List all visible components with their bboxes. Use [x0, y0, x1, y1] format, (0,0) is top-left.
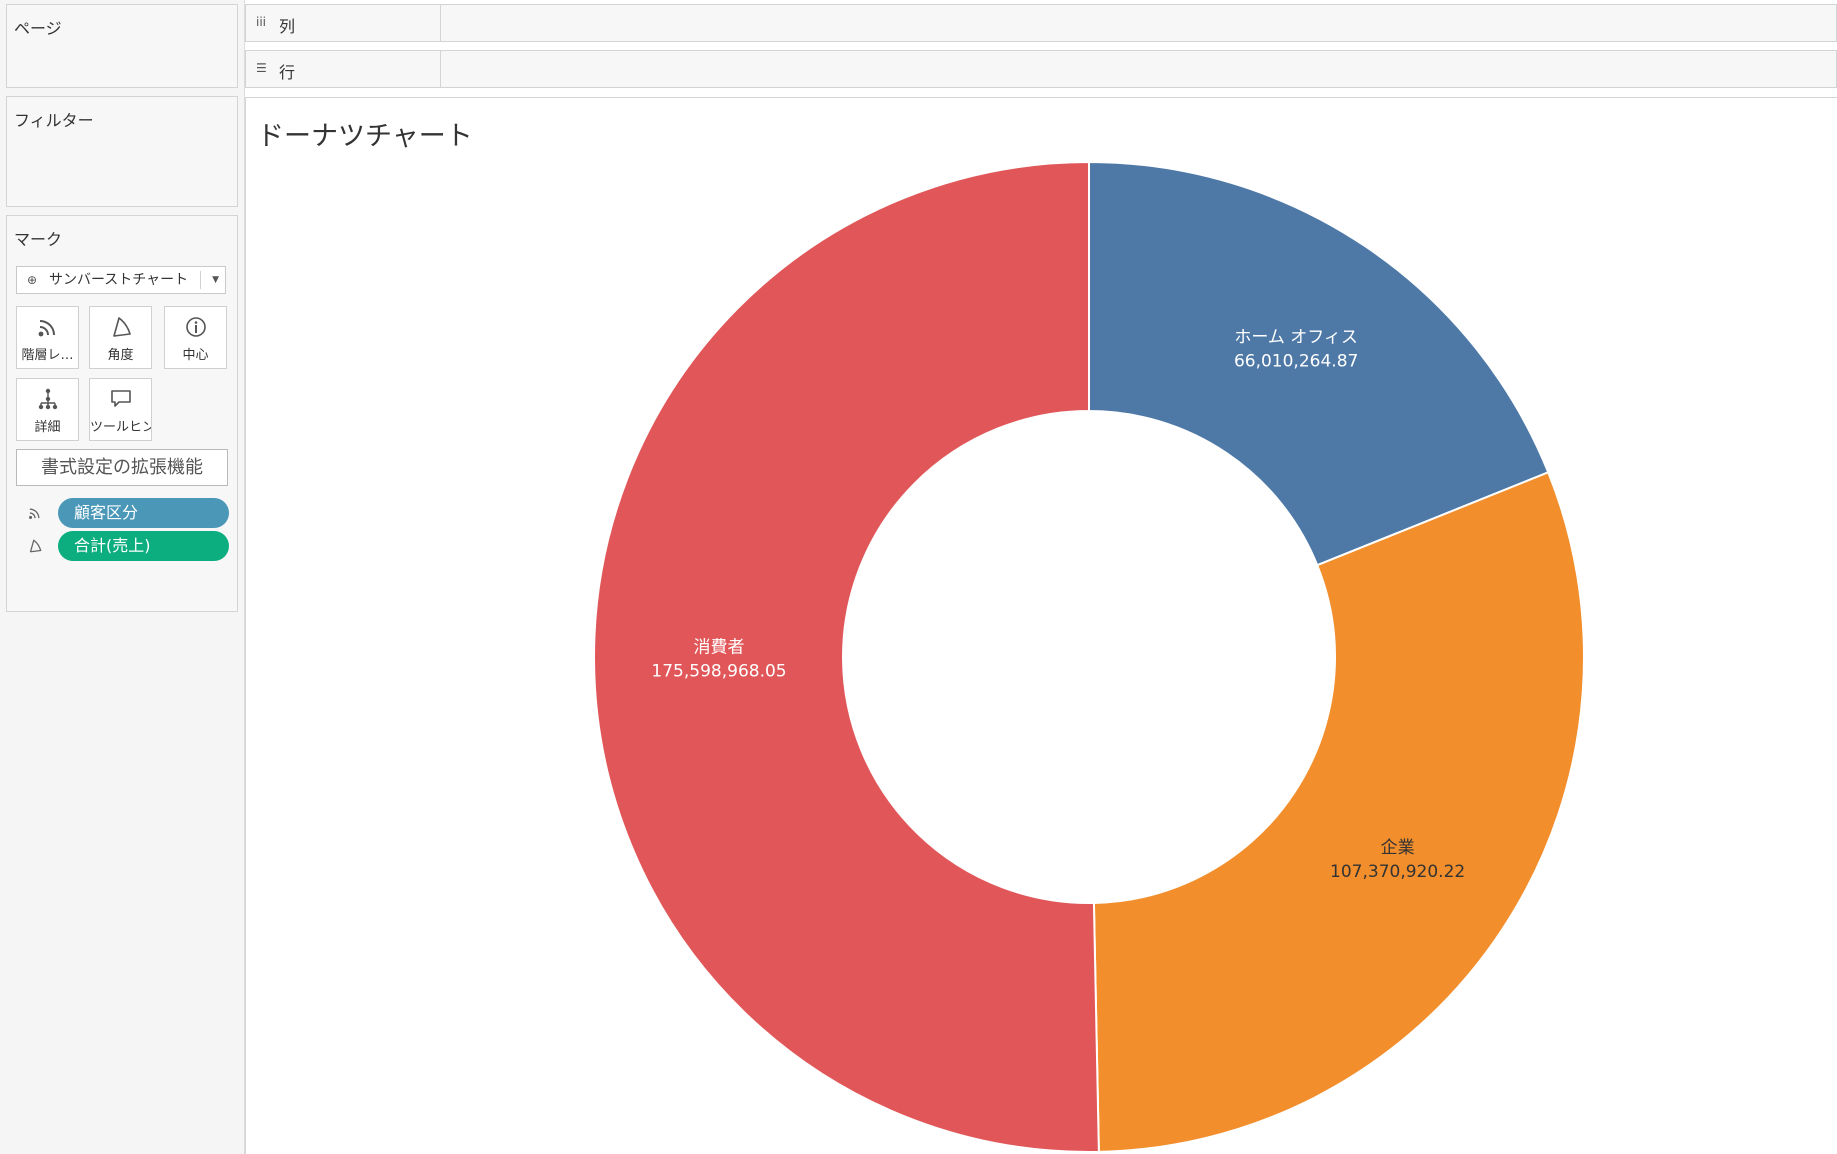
- donut-slice[interactable]: [1088, 160, 1550, 567]
- slice-category-label: ホーム オフィス: [1234, 327, 1358, 347]
- slice-value-label: 175,598,968.05: [651, 662, 786, 682]
- tooltip-label: ツールヒント: [90, 420, 151, 435]
- sum-sales-pill[interactable]: 合計(売上): [58, 531, 229, 561]
- format-extension-button[interactable]: 書式設定の拡張機能: [16, 449, 228, 486]
- chevron-down-icon[interactable]: ▼: [212, 275, 219, 285]
- pages-card-title: ページ: [14, 19, 62, 38]
- shelf-divider: [440, 51, 441, 87]
- rows-shelf-label: 行: [279, 63, 296, 82]
- columns-icon: iii: [256, 15, 267, 29]
- angle-icon: [29, 539, 42, 553]
- donut-slice[interactable]: [1092, 471, 1585, 1153]
- mark-field-row: 顧客区分: [19, 498, 229, 528]
- center-button[interactable]: 中心: [164, 306, 227, 369]
- hierarchy-icon: [38, 320, 55, 337]
- columns-shelf[interactable]: iii 列: [245, 4, 1837, 42]
- rows-shelf[interactable]: ☰ 行: [245, 50, 1837, 88]
- slice-value-label: 107,370,920.22: [1330, 862, 1465, 882]
- info-icon: [185, 317, 206, 337]
- extension-icon: ⊕: [27, 273, 38, 287]
- hierarchy-level-label: 階層レ…: [21, 348, 74, 363]
- donut-chart: ホーム オフィス 66,010,264.87 企業 107,370,920.22 消費者…: [592, 160, 1585, 1153]
- angle-button[interactable]: 角度: [89, 306, 152, 369]
- donut-slice[interactable]: [592, 160, 1100, 1153]
- hierarchy-level-button[interactable]: 階層レ…: [16, 306, 79, 369]
- shelf-divider: [440, 5, 441, 41]
- slice-value-label: 66,010,264.87: [1234, 351, 1358, 371]
- angle-label: 角度: [107, 348, 134, 363]
- center-label: 中心: [182, 348, 209, 363]
- marks-card-title: マーク: [14, 230, 63, 249]
- dropdown-divider: [200, 271, 201, 289]
- mark-field-row: 合計(売上): [19, 531, 229, 561]
- detail-label: 詳細: [34, 420, 61, 435]
- view-area: ドーナツチャート ホーム オフィス 66,010,264.87 企業 107,370,…: [245, 97, 1837, 1154]
- tooltip-icon: [110, 390, 131, 407]
- filters-card-title: フィルター: [14, 111, 94, 130]
- marks-card: マーク ⊕ サンバーストチャート ▼ 階層レ… 角度: [6, 215, 238, 612]
- tooltip-button[interactable]: ツールヒント: [89, 378, 152, 441]
- left-pane: ページ フィルター マーク ⊕ サンバーストチャート ▼ 階層レ… 角度: [0, 0, 245, 1154]
- mark-type-dropdown[interactable]: ⊕ サンバーストチャート ▼: [16, 266, 226, 294]
- slice-category-label: 企業: [1381, 838, 1415, 858]
- slice-category-label: 消費者: [694, 638, 745, 658]
- segment-pill[interactable]: 顧客区分: [58, 498, 229, 528]
- detail-button[interactable]: 詳細: [16, 378, 79, 441]
- angle-icon: [112, 317, 131, 337]
- pages-card[interactable]: ページ: [6, 4, 238, 88]
- rows-icon: ☰: [256, 61, 267, 75]
- columns-shelf-label: 列: [279, 17, 296, 36]
- mark-type-label: サンバーストチャート: [49, 272, 189, 288]
- filters-card[interactable]: フィルター: [6, 96, 238, 207]
- view-title: ドーナツチャート: [257, 121, 473, 152]
- detail-icon: [38, 388, 57, 410]
- hierarchy-icon: [29, 508, 40, 519]
